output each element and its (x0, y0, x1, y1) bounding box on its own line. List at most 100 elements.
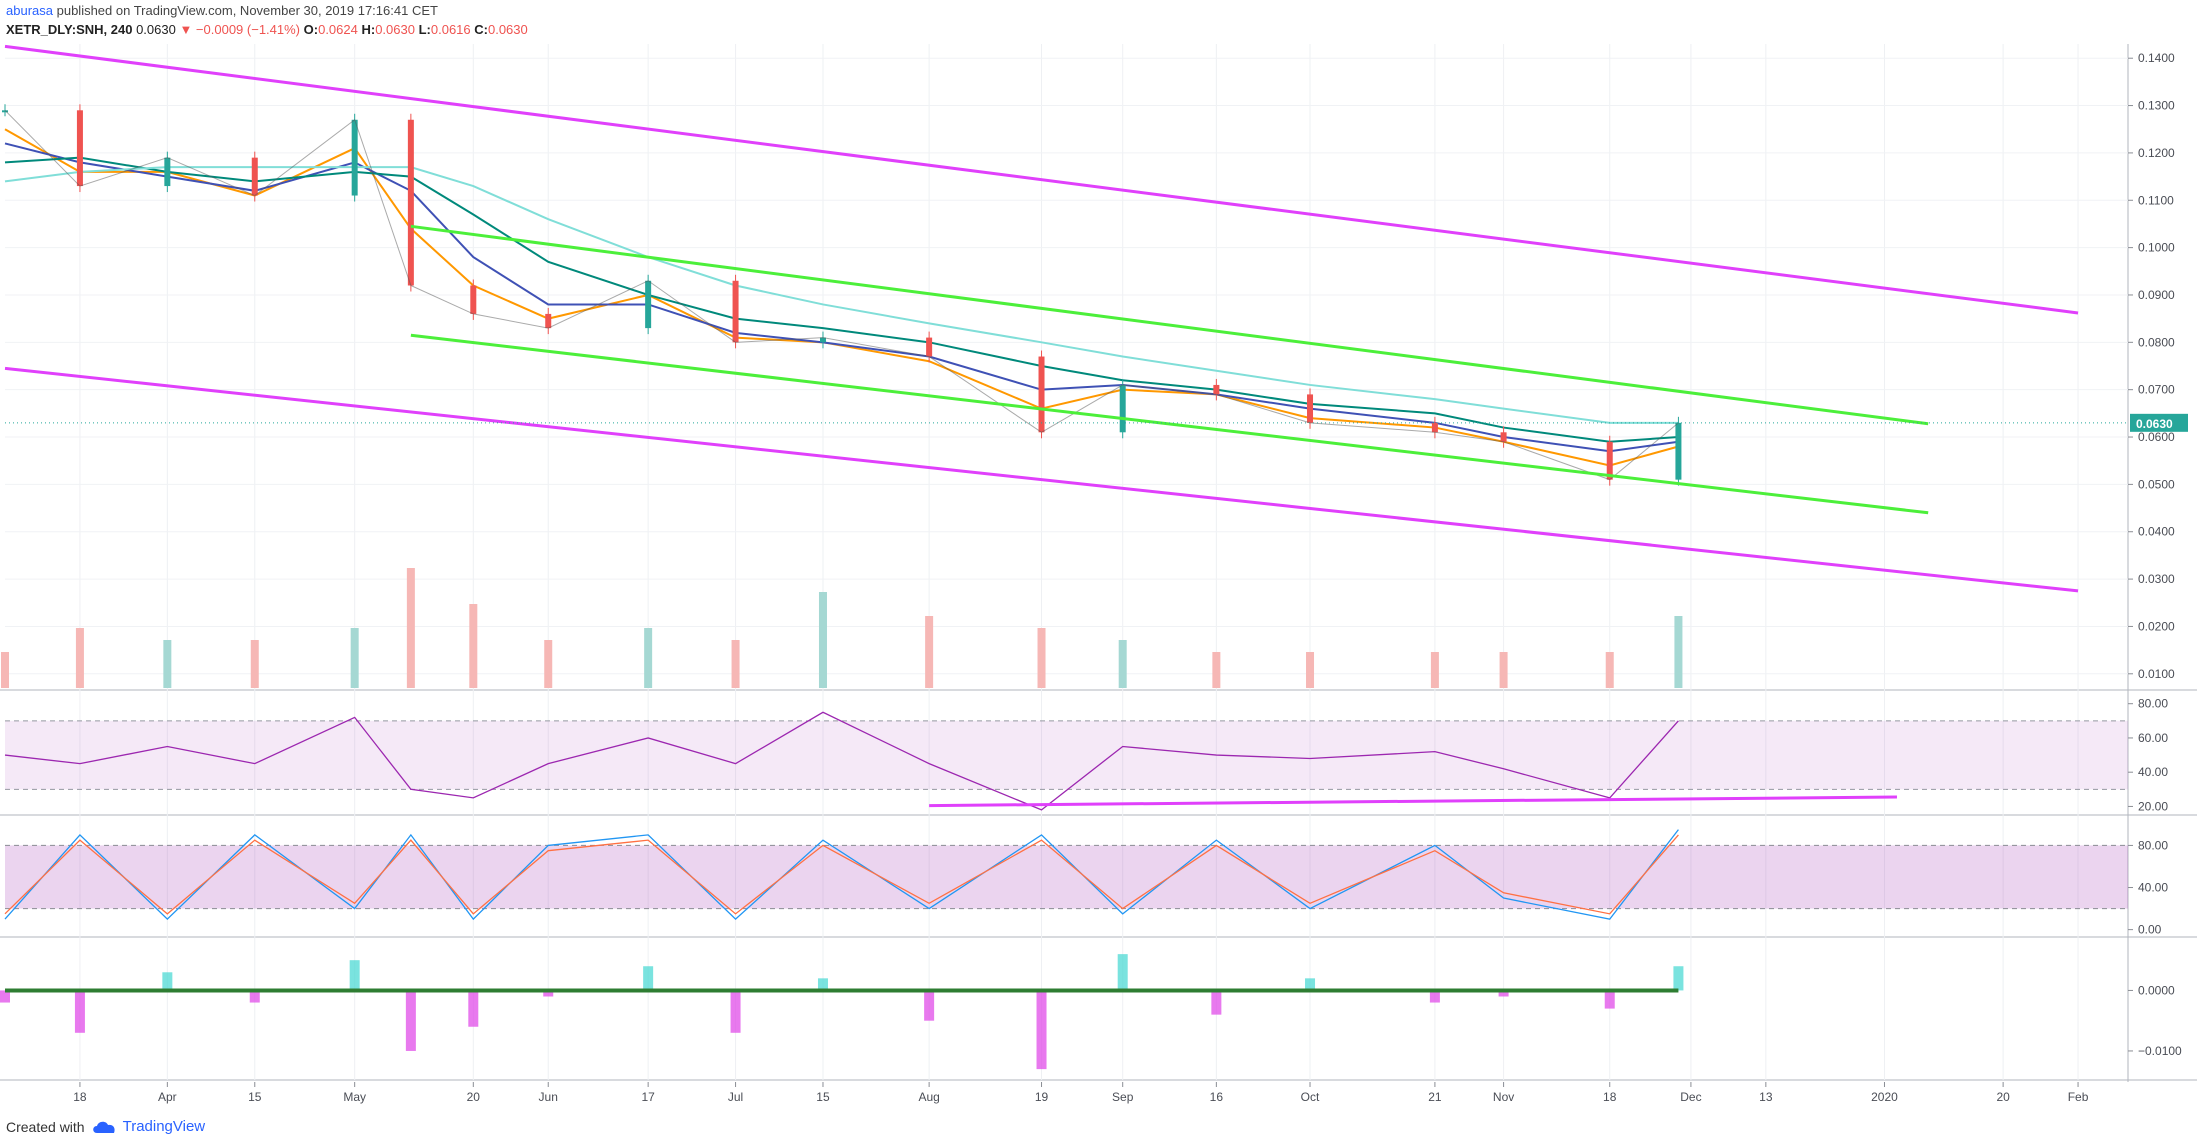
ohlc-legend: XETR_DLY:SNH, 240 0.0630 ▼ −0.0009 (−1.4… (6, 22, 528, 37)
price-line (4, 109, 1679, 481)
y-tick-label: 0.0600 (2138, 430, 2175, 444)
candle-body (407, 119, 414, 286)
momentum-histogram (0, 954, 1684, 1070)
volume-bar (818, 592, 827, 688)
upper-magenta-trendline (4, 44, 2079, 315)
volume-bar (1212, 652, 1221, 688)
momentum-bar (1498, 990, 1509, 997)
x-tick-label: Oct (1301, 1090, 1320, 1104)
candle-body (819, 337, 826, 343)
lower-green-trendline (410, 333, 1929, 515)
candle-body (1119, 384, 1126, 433)
candle-body (470, 285, 477, 314)
candle-body (645, 280, 652, 329)
momentum-bar (1211, 990, 1222, 1015)
momentum-bar (0, 990, 10, 1003)
candle-body (76, 110, 83, 187)
y-tick-label: 0.1200 (2138, 146, 2175, 160)
momentum-bar (1604, 990, 1615, 1009)
volume-bar (544, 640, 553, 688)
x-tick-label: Jul (728, 1090, 743, 1104)
volume-bar (1, 652, 9, 688)
stoch-d-line (4, 834, 1679, 915)
y-tick-label: 0.0800 (2138, 335, 2175, 349)
momentum-bar (74, 990, 85, 1033)
candle-body (1606, 441, 1613, 480)
x-tick-label: Feb (2068, 1090, 2089, 1104)
candles (2, 104, 1682, 486)
y-tick-label: 0.1000 (2138, 241, 2175, 255)
x-tick-label: 18 (73, 1090, 87, 1104)
momentum-bar (543, 990, 554, 997)
stoch-band (5, 845, 2128, 909)
volume-bar (1118, 640, 1127, 688)
candle-body (1675, 422, 1682, 480)
y-tick-label: 0.0000 (2138, 983, 2175, 997)
y-tick-label: 0.00 (2138, 923, 2162, 937)
momentum-bar (1673, 966, 1684, 991)
candle-body (545, 313, 552, 329)
open-label: O: (303, 22, 319, 37)
lower-magenta-trendline (4, 366, 2079, 593)
x-tick-label: 21 (1428, 1090, 1442, 1104)
y-tick-label: 0.1400 (2138, 51, 2175, 65)
momentum-bar (924, 990, 935, 1021)
volume-bar (469, 604, 478, 688)
published-text: published on TradingView.com, November 3… (56, 3, 438, 18)
volume-bar (1306, 652, 1315, 688)
momentum-bar (162, 972, 173, 991)
y-tick-label: 0.0700 (2138, 383, 2175, 397)
candle-body (732, 280, 739, 343)
y-tick-label: 40.00 (2138, 881, 2168, 895)
y-tick-label: 20.00 (2138, 799, 2168, 813)
x-tick-label: 15 (248, 1090, 262, 1104)
high-label: H: (361, 22, 376, 37)
candle-body (2, 110, 8, 113)
momentum-bar (643, 966, 654, 991)
volume-bar (925, 616, 934, 688)
y-tick-label: 0.0100 (2138, 667, 2175, 681)
candle-body (351, 119, 358, 196)
y-tick-label: 0.0300 (2138, 572, 2175, 586)
momentum-bar (817, 978, 828, 991)
y-tick-label: 80.00 (2138, 697, 2168, 711)
tradingview-link[interactable]: TradingView (122, 1118, 206, 1135)
x-tick-label: 20 (467, 1090, 481, 1104)
x-tick-label: 18 (1603, 1090, 1617, 1104)
x-tick-label: 2020 (1871, 1090, 1898, 1104)
price-change: ▼ −0.0009 (−1.41%) (179, 22, 301, 37)
x-tick-label: Apr (158, 1090, 177, 1104)
volume-bar (731, 640, 740, 688)
close-label: C: (474, 22, 488, 37)
close-value: 0.0630 (487, 22, 528, 37)
x-tick-label: 13 (1759, 1090, 1773, 1104)
volume-bar (250, 640, 259, 688)
low-label: L: (418, 22, 431, 37)
y-tick-label: 0.0400 (2138, 525, 2175, 539)
rsi-support-trendline (929, 795, 1897, 808)
momentum-bar (1117, 954, 1128, 991)
x-tick-label: Jun (539, 1090, 558, 1104)
y-tick-label: 0.1300 (2138, 99, 2175, 113)
open-value: 0.0624 (318, 22, 358, 37)
momentum-bar (1429, 990, 1440, 1003)
footer: Created with TradingView (6, 1118, 205, 1135)
volume-bar (1430, 652, 1439, 688)
volume-bar (1674, 616, 1683, 688)
momentum-bar (468, 990, 479, 1027)
current-price-badge (2130, 413, 2188, 432)
candle-body (251, 157, 258, 196)
last-price: 0.0630 (136, 22, 176, 37)
x-tick-label: 20 (1996, 1090, 2010, 1104)
y-tick-label: 0.0500 (2138, 477, 2175, 491)
y-tick-label: −0.0100 (2138, 1044, 2182, 1058)
momentum-bar (730, 990, 741, 1033)
momentum-bar (405, 990, 416, 1051)
momentum-bar (1036, 990, 1047, 1070)
rsi-line (4, 711, 1679, 811)
ma-long-line (4, 166, 1679, 424)
author-link[interactable]: aburasa (6, 3, 53, 18)
created-with-text: Created with (6, 1118, 85, 1135)
ma-mid-line (4, 142, 1679, 453)
